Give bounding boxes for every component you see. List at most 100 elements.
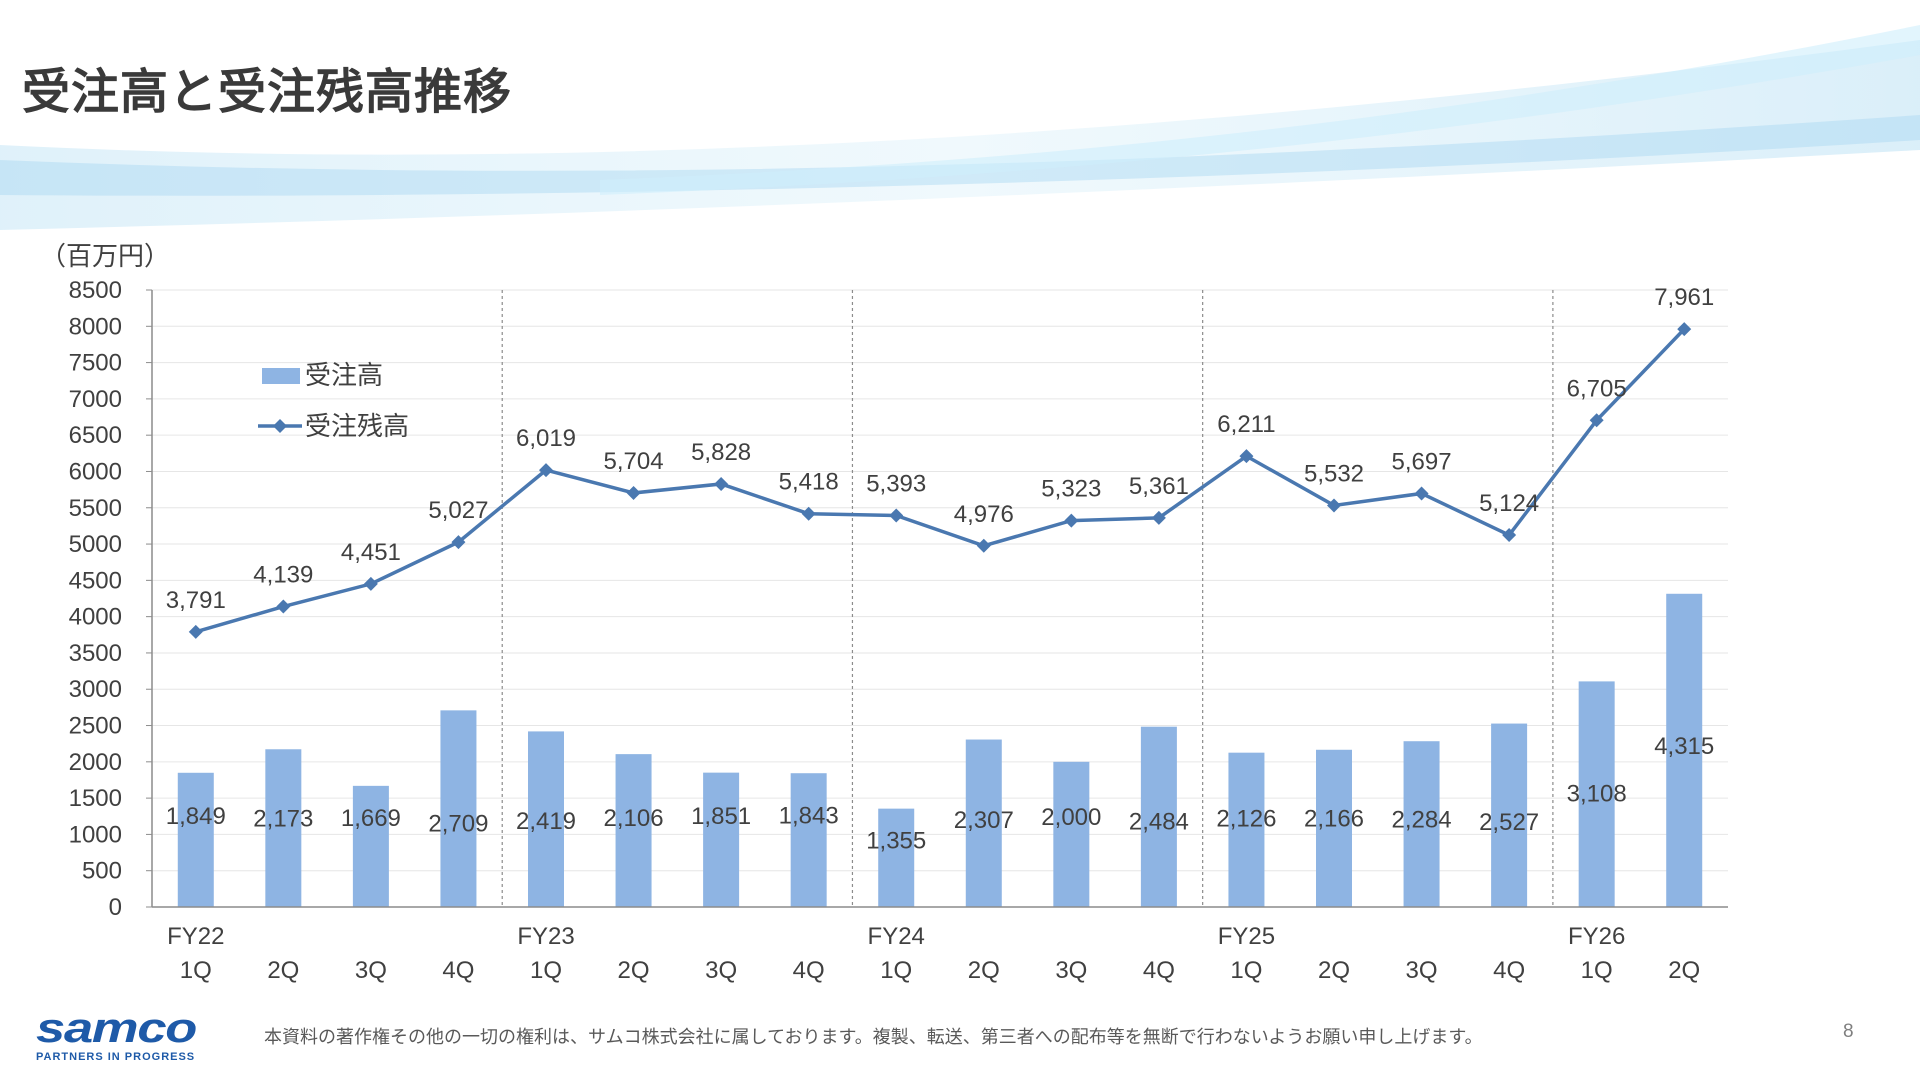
bar-value-label: 2,106 [604,805,664,832]
x-quarter-label: 3Q [1406,957,1438,984]
x-quarter-label: 1Q [1230,957,1262,984]
line-value-label: 5,697 [1392,448,1452,475]
y-tick-label: 7000 [69,386,122,413]
legend-line-marker [273,419,287,433]
y-tick-label: 3000 [69,676,122,703]
line-point-marker [1677,322,1692,337]
x-fiscal-year-label: FY26 [1568,923,1625,950]
line-value-label: 5,323 [1041,476,1101,503]
bar-value-label: 1,851 [691,803,751,830]
x-quarter-label: 3Q [705,957,737,984]
bar-受注高 [703,772,740,907]
bar-value-label: 1,843 [779,803,839,830]
bar-受注高 [790,773,827,907]
bar-value-label: 2,173 [253,806,313,833]
legend-bar-label: 受注高 [305,360,383,390]
y-tick-label: 8000 [69,313,122,340]
bar-value-label: 1,355 [866,828,926,855]
x-quarter-label: 2Q [968,957,1000,984]
x-fiscal-year-label: FY24 [868,923,925,950]
x-fiscal-year-label: FY22 [167,923,224,950]
y-tick-label: 5500 [69,495,122,522]
bar-受注高 [1666,593,1703,907]
bar-value-label: 1,849 [166,803,226,830]
bar-value-label: 2,709 [428,811,488,838]
line-value-label: 5,704 [604,448,664,475]
y-tick-label: 1500 [69,785,122,812]
copyright-notice: 本資料の著作権その他の一切の権利は、サムコ株式会社に属しております。複製、転送、… [264,1027,1483,1047]
bar-value-label: 2,419 [516,808,576,835]
y-tick-label: 5000 [69,531,122,558]
bar-受注高 [177,772,214,907]
y-tick-label: 3500 [69,640,122,667]
line-value-label: 4,139 [253,562,313,589]
line-value-label: 5,532 [1304,460,1364,487]
line-value-label: 5,027 [428,497,488,524]
line-value-label: 6,211 [1217,411,1275,438]
x-quarter-label: 2Q [267,957,299,984]
bar-受注高 [352,785,389,907]
line-point-marker [976,538,991,553]
line-value-label: 6,019 [516,425,576,452]
x-quarter-label: 4Q [793,957,825,984]
x-quarter-label: 3Q [355,957,387,984]
line-value-label: 7,961 [1654,284,1714,311]
bar-受注高 [1491,723,1528,907]
bar-受注高 [1316,749,1352,907]
legend-bar-swatch [262,368,300,384]
line-point-marker [1589,413,1604,428]
page-title: 受注高と受注残高推移 [22,66,513,119]
line-point-marker [889,508,904,523]
line-point-marker [1239,449,1254,464]
line-value-label: 5,828 [691,439,751,466]
line-value-label: 4,451 [341,539,401,566]
legend-line-label: 受注残高 [305,411,409,441]
line-受注残高 [195,327,1686,634]
line-point-marker [714,476,729,491]
bar-value-label: 2,166 [1304,806,1364,833]
page-number: 8 [1843,1021,1854,1042]
line-value-label: 5,361 [1129,473,1189,500]
bar-value-label: 2,284 [1392,807,1452,834]
y-tick-label: 2000 [69,749,122,776]
logo-tagline: PARTNERS IN PROGRESS [36,1051,196,1063]
bar-受注高 [440,710,477,907]
line-point-marker [1502,528,1517,543]
x-quarter-label: 1Q [880,957,912,984]
y-tick-label: 500 [82,858,122,885]
line-point-marker [188,624,203,639]
line-value-label: 6,705 [1567,375,1627,402]
y-tick-label: 1000 [69,821,122,848]
x-fiscal-year-label: FY25 [1218,923,1275,950]
y-tick-label: 6500 [69,422,122,449]
line-value-label: 5,124 [1479,490,1539,517]
y-tick-label: 8500 [69,277,122,304]
bar-value-label: 4,315 [1654,733,1714,760]
y-tick-label: 6000 [69,458,122,485]
bar-value-label: 3,108 [1567,780,1627,807]
x-quarter-label: 4Q [1143,957,1175,984]
bar-受注高 [265,749,302,907]
x-quarter-label: 2Q [618,957,650,984]
bar-受注高 [1228,752,1265,907]
x-quarter-label: 1Q [180,957,212,984]
y-tick-label: 7500 [69,350,122,377]
y-tick-label: 4500 [69,567,122,594]
line-point-marker [1151,510,1166,525]
bar-受注高 [1403,741,1440,907]
line-point-marker [626,485,641,500]
bar-受注高 [1053,761,1090,907]
line-point-marker [451,535,466,550]
line-point-marker [276,599,291,614]
y-tick-label: 4000 [69,604,122,631]
header-wave-decoration [0,25,1920,230]
y-tick-label: 0 [109,894,122,921]
line-value-label: 5,393 [866,471,926,498]
line-point-marker [1064,513,1079,528]
line-value-label: 4,976 [954,501,1014,528]
bar-受注高 [1578,681,1615,907]
x-quarter-label: 3Q [1055,957,1087,984]
x-fiscal-year-label: FY23 [517,923,574,950]
line-point-marker [363,576,378,591]
x-quarter-label: 4Q [442,957,474,984]
